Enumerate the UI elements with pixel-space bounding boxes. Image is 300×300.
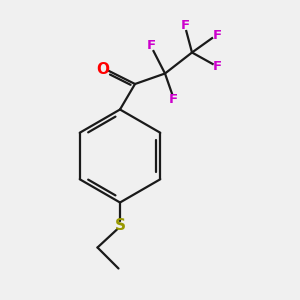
Text: F: F (181, 19, 190, 32)
Text: F: F (213, 28, 222, 42)
Text: O: O (97, 62, 110, 77)
Text: S: S (115, 218, 125, 232)
Text: F: F (147, 39, 156, 52)
Text: F: F (169, 93, 178, 106)
Text: F: F (213, 60, 222, 74)
